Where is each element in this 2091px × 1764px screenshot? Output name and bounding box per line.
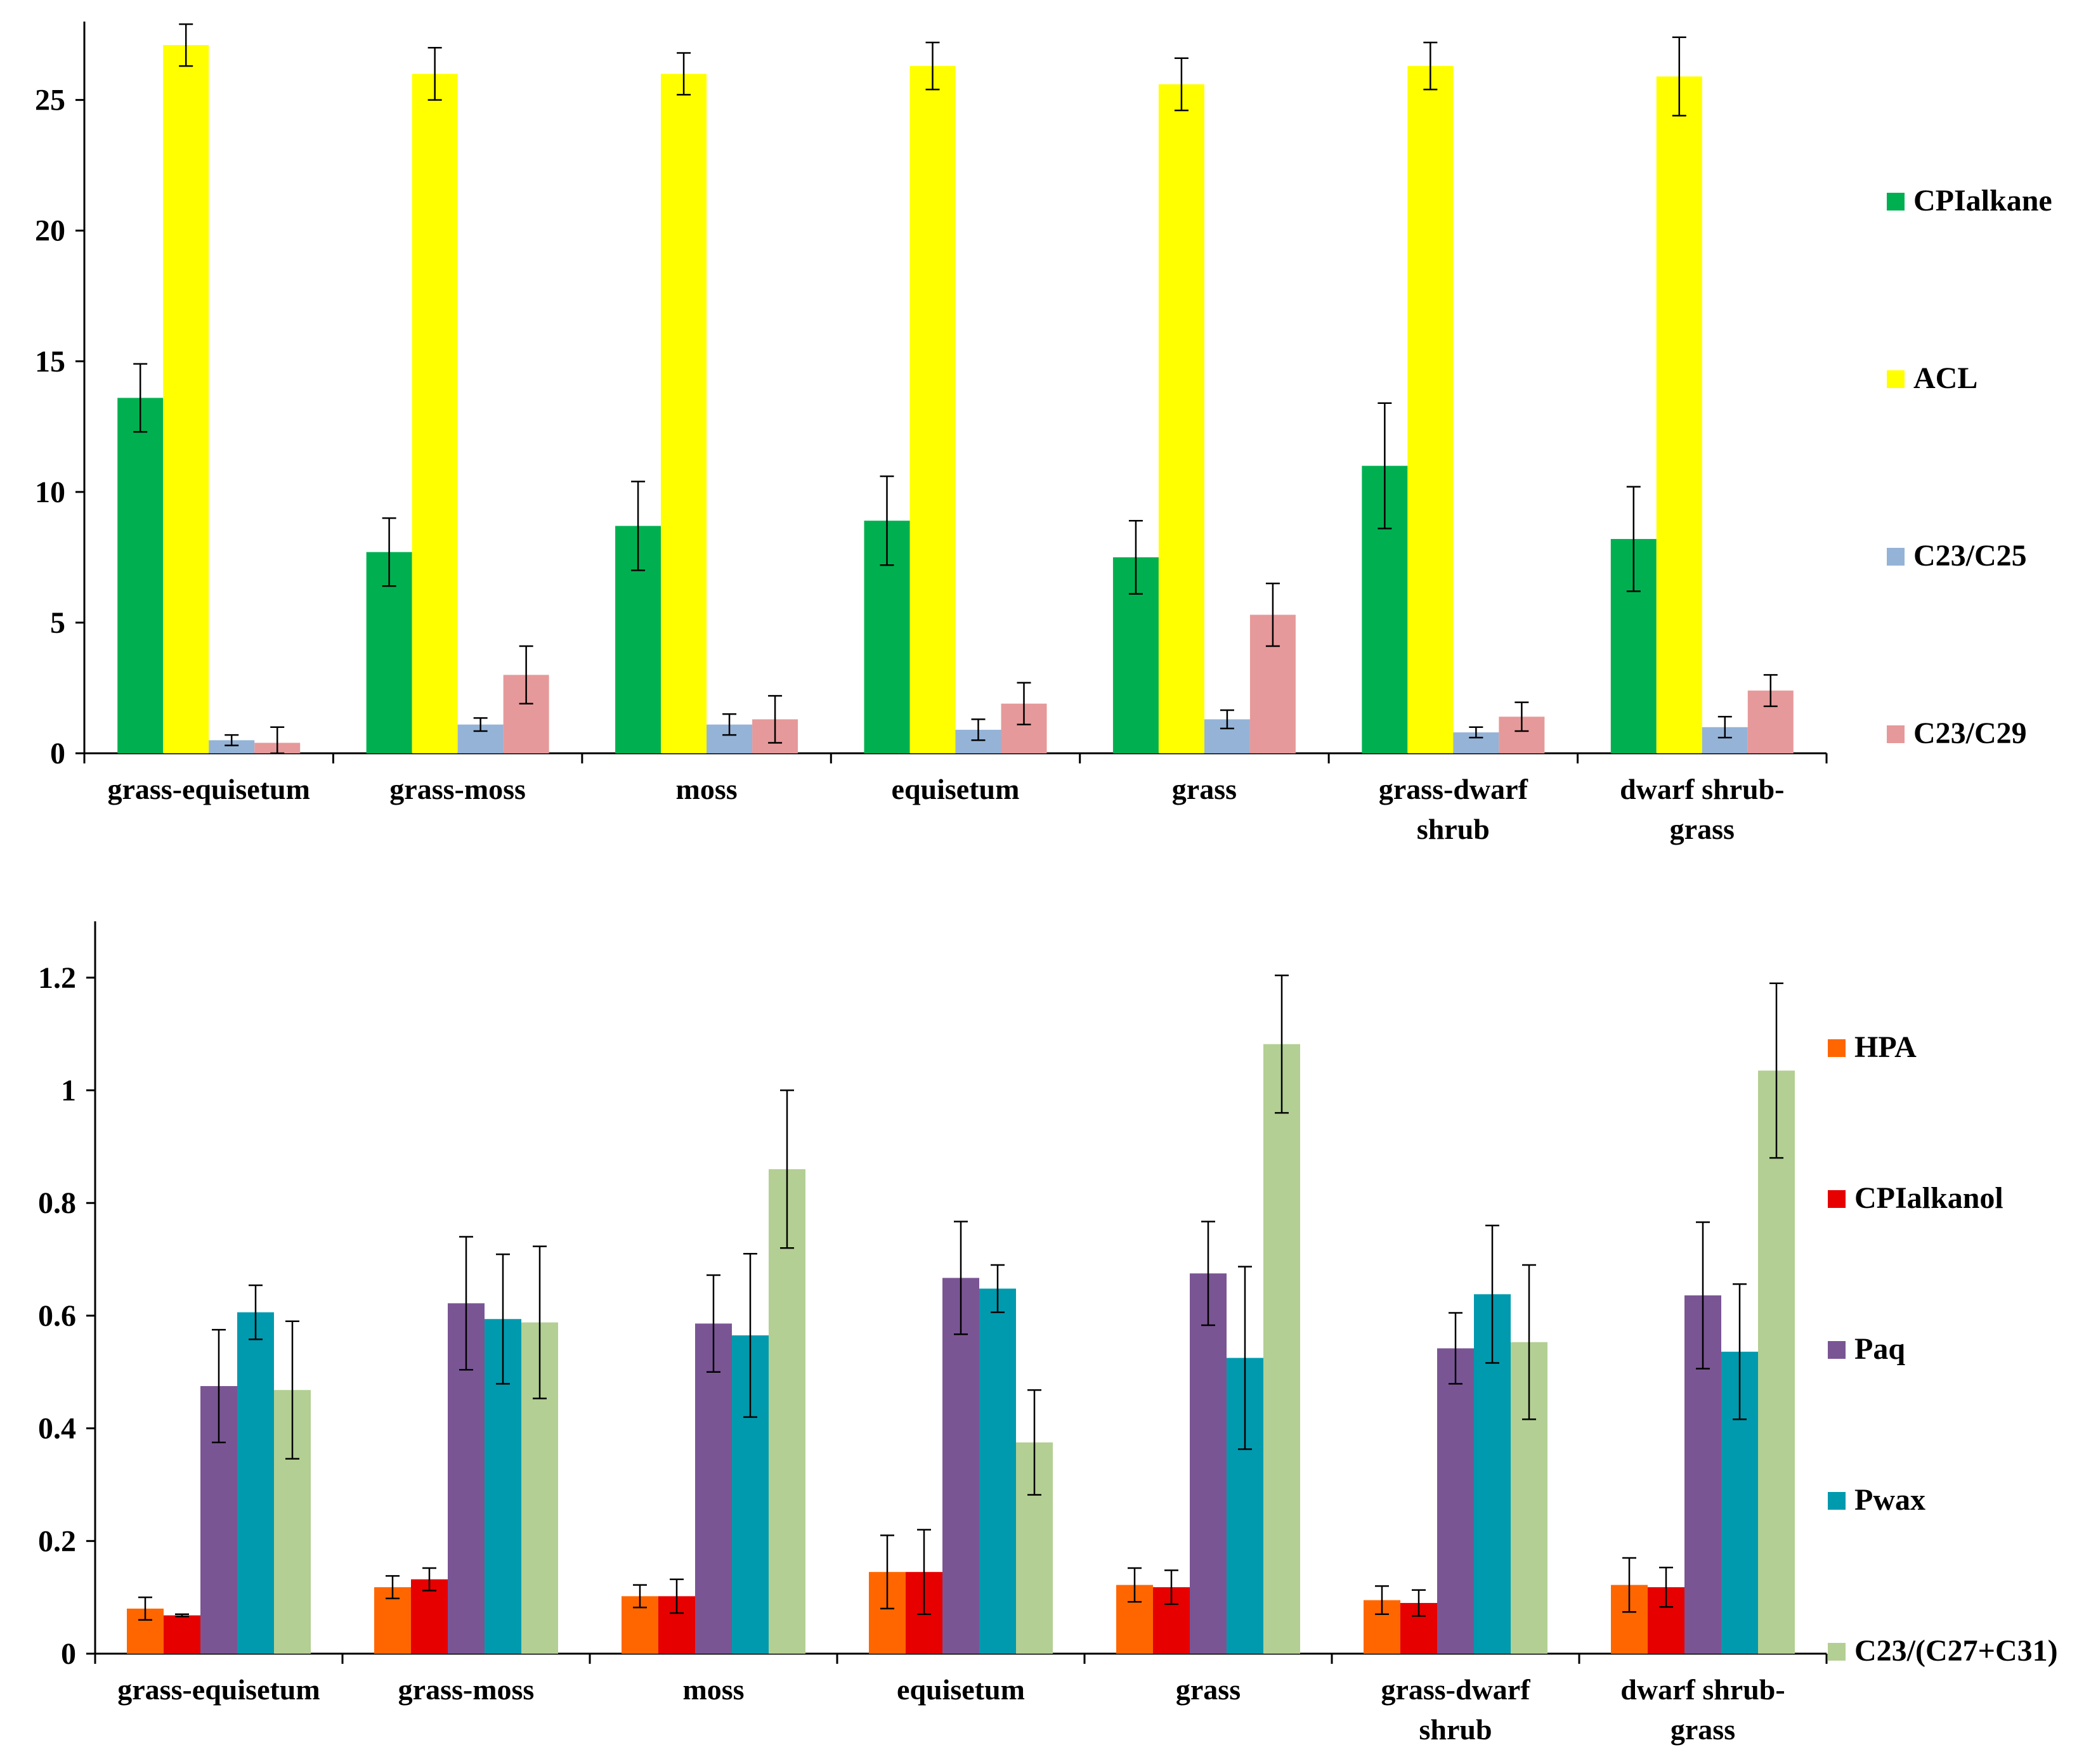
top-bar-acl <box>412 74 458 753</box>
top-legend-label: ACL <box>1913 361 1977 395</box>
top-bar-acl <box>661 74 707 753</box>
bottom-bar-c23-c27-c31- <box>769 1169 805 1654</box>
bottom-category-label: equisetum <box>897 1673 1025 1706</box>
top-y-tick-label: 5 <box>50 606 65 640</box>
bottom-bar-pwax <box>237 1312 274 1654</box>
top-bar-c23-c25 <box>209 740 255 753</box>
bottom-y-tick-label: 1 <box>61 1074 76 1108</box>
bottom-category-label: grass-equisetum <box>117 1673 320 1706</box>
bottom-legend-swatch <box>1828 1341 1846 1359</box>
top-bar-acl <box>1158 84 1204 753</box>
bottom-category-label: moss <box>682 1673 744 1706</box>
top-legend-swatch <box>1887 725 1905 743</box>
bottom-bar-c23-c27-c31- <box>1758 1070 1795 1654</box>
bottom-legend-swatch <box>1828 1039 1846 1057</box>
top-y-tick-label: 10 <box>35 476 65 509</box>
bottom-bar-paq <box>942 1278 979 1654</box>
bottom-legend-swatch <box>1828 1643 1846 1661</box>
top-y-tick-label: 25 <box>35 84 65 117</box>
bottom-chart: 0 0.2 0.4 0.6 0.8 1 1.2 grass-equisetum grass-mo… <box>38 921 2058 1746</box>
top-bar-acl <box>1407 66 1454 753</box>
bottom-y-tick-label: 0 <box>61 1637 76 1671</box>
top-bar-acl <box>909 66 956 753</box>
bottom-legend-label: Paq <box>1854 1332 1905 1366</box>
bottom-category-label: grass <box>1176 1673 1241 1706</box>
top-category-label: grass-dwarf shrub <box>1379 773 1528 845</box>
top-legend-label: C23/C25 <box>1913 539 2027 573</box>
bottom-bar-pwax <box>979 1288 1016 1654</box>
top-category-label: moss <box>676 773 738 805</box>
top-legend-label: C23/C29 <box>1913 717 2027 750</box>
top-bar-acl <box>1656 76 1702 753</box>
bottom-legend-label: C23/(C27+C31) <box>1854 1634 2058 1668</box>
bottom-bar-paq <box>695 1323 732 1654</box>
top-y-tick-label: 0 <box>50 737 65 770</box>
top-category-label: grass-moss <box>389 773 526 805</box>
top-category-label: dwarf shrub-grass <box>1620 773 1784 845</box>
bottom-category-label: grass-dwarf shrub <box>1381 1673 1530 1746</box>
bottom-category-label: dwarf shrub-grass <box>1620 1673 1785 1746</box>
bottom-legend-label: HPA <box>1854 1030 1917 1064</box>
bottom-bar-c23-c27-c31- <box>1263 1044 1300 1654</box>
top-category-label: grass-equisetum <box>107 773 309 805</box>
bottom-legend-swatch <box>1828 1492 1846 1510</box>
top-legend-swatch <box>1887 193 1905 211</box>
bottom-legend-label: Pwax <box>1854 1483 1925 1517</box>
top-legend-label: CPIalkane <box>1913 184 2052 217</box>
top-y-tick-label: 20 <box>35 214 65 248</box>
top-category-label: grass <box>1172 773 1237 805</box>
top-chart: 0 5 10 15 20 25 grass-equisetum grass-moss moss e… <box>35 22 2052 845</box>
top-bar-cpialkane <box>117 398 164 753</box>
bottom-y-tick-label: 0.2 <box>38 1524 76 1558</box>
bottom-bar-paq <box>1190 1273 1227 1654</box>
top-bar-acl <box>163 45 209 753</box>
bottom-category-label: grass-moss <box>398 1673 535 1706</box>
top-category-label: equisetum <box>892 773 1020 805</box>
bottom-bar-paq <box>1437 1348 1474 1654</box>
bottom-legend-swatch <box>1828 1190 1846 1208</box>
top-legend-swatch <box>1887 548 1905 566</box>
bottom-y-tick-label: 0.6 <box>38 1299 76 1333</box>
bottom-y-tick-label: 0.8 <box>38 1186 76 1220</box>
bottom-y-tick-label: 1.2 <box>38 961 76 995</box>
bottom-bar-cpialkanol <box>411 1579 448 1654</box>
bottom-bar-cpialkanol <box>164 1615 200 1654</box>
top-y-tick-label: 15 <box>35 345 65 379</box>
bottom-y-tick-label: 0.4 <box>38 1412 76 1446</box>
bottom-legend-label: CPIalkanol <box>1854 1181 2003 1215</box>
top-legend-swatch <box>1887 370 1905 388</box>
